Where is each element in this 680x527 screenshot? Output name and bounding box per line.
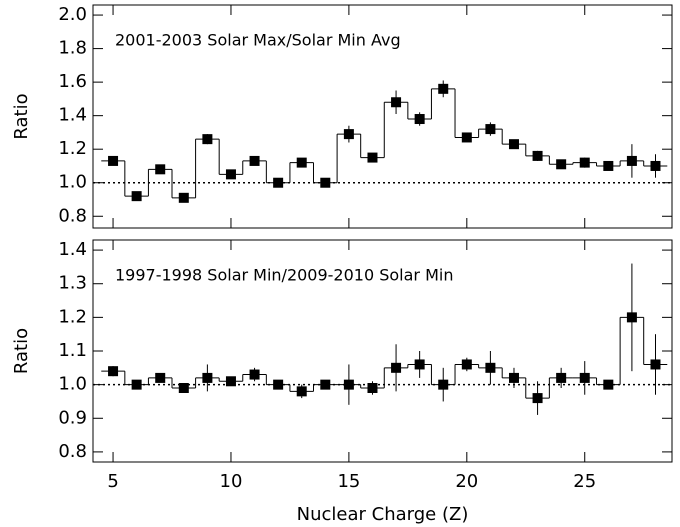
marker [438,83,449,94]
marker [626,155,637,166]
marker [367,152,378,163]
y-tick-label: 1.4 [58,239,87,260]
marker [603,379,614,390]
marker [249,155,260,166]
marker [367,383,378,393]
x-tick-label: 5 [107,471,118,492]
marker [414,114,425,125]
marker [320,177,331,188]
marker [508,372,519,383]
marker [414,359,425,370]
marker [508,139,519,150]
marker [626,312,637,323]
marker [296,157,307,168]
marker [155,164,166,175]
marker [249,369,260,380]
marker [461,132,472,143]
marker [461,359,472,370]
marker [579,157,590,168]
marker [178,192,189,203]
marker [202,134,213,145]
marker [131,191,142,202]
marker [131,379,142,390]
marker [650,160,661,171]
x-tick-label: 15 [337,471,360,492]
y-tick-label: 2.0 [58,4,87,25]
marker [532,150,543,161]
panel-title: 1997-1998 Solar Min/2009-2010 Solar Min [115,266,453,285]
marker [320,379,331,390]
y-tick-label: 1.0 [58,374,87,395]
plot-frame [92,4,673,229]
x-tick-label: 20 [455,471,478,492]
marker [485,362,496,373]
y-tick-label: 1.2 [58,138,87,159]
marker [650,359,661,370]
marker [579,372,590,383]
marker [438,379,449,390]
marker [296,386,307,397]
x-tick-label: 10 [220,471,243,492]
marker [273,379,284,390]
marker [391,97,402,108]
y-tick-label: 1.4 [58,105,87,126]
marker [532,393,543,404]
marker [225,376,236,387]
marker [225,169,236,180]
y-tick-label: 1.1 [58,340,87,361]
marker [108,155,119,166]
marker [273,177,284,188]
y-axis-label: Ratio [11,328,32,374]
y-tick-label: 0.8 [58,441,87,462]
y-tick-label: 1.2 [58,306,87,327]
y-tick-label: 1.3 [58,273,87,294]
marker [343,379,354,390]
marker [603,160,614,171]
marker [108,366,119,377]
marker [178,383,189,393]
marker [485,124,496,135]
y-tick-label: 1.6 [58,71,87,92]
x-tick-label: 25 [573,471,596,492]
y-tick-label: 1.0 [58,172,87,193]
panel-title: 2001-2003 Solar Max/Solar Min Avg [115,31,401,50]
x-axis-label: Nuclear Charge (Z) [297,504,469,525]
marker [343,129,354,140]
marker [556,372,567,383]
marker [202,372,213,383]
marker [391,362,402,373]
y-tick-label: 0.9 [58,407,87,428]
marker [556,159,567,170]
y-tick-label: 1.8 [58,38,87,59]
marker [155,372,166,383]
y-tick-label: 0.8 [58,205,87,226]
y-axis-label: Ratio [11,93,32,139]
